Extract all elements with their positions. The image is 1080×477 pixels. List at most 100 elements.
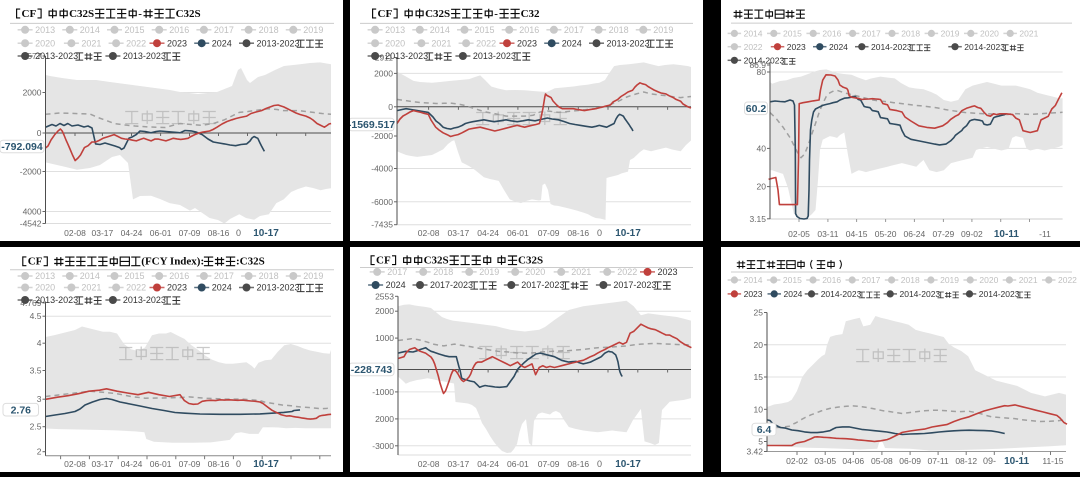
svg-text:40: 40 <box>757 143 767 153</box>
svg-text:2014-2023: 2014-2023 <box>744 56 785 66</box>
svg-text:4.5: 4.5 <box>30 311 42 321</box>
svg-text:2014-2023: 2014-2023 <box>821 289 862 299</box>
svg-text:2013: 2013 <box>35 25 55 35</box>
svg-text:-3000: -3000 <box>372 441 394 451</box>
svg-text:02-08: 02-08 <box>64 459 86 469</box>
svg-text:2017: 2017 <box>862 275 881 285</box>
svg-text:07-09: 07-09 <box>179 228 201 238</box>
svg-text:2017: 2017 <box>862 29 881 39</box>
svg-text:2024: 2024 <box>386 280 406 290</box>
svg-text:2014: 2014 <box>80 25 100 35</box>
svg-text:2017-2023: 2017-2023 <box>613 280 656 290</box>
svg-text:2017: 2017 <box>564 25 584 35</box>
svg-text:2023: 2023 <box>744 289 763 299</box>
svg-text:2019: 2019 <box>303 271 323 281</box>
svg-text:C32S: C32S <box>69 8 94 20</box>
svg-text:2017-2023: 2017-2023 <box>521 280 564 290</box>
svg-text:06-01: 06-01 <box>507 459 529 469</box>
svg-text:-7435: -7435 <box>371 220 393 230</box>
svg-text:2.5: 2.5 <box>30 422 42 432</box>
svg-text:4.769: 4.769 <box>20 298 42 308</box>
svg-text:2014: 2014 <box>80 271 100 281</box>
svg-text:6.4: 6.4 <box>757 424 772 436</box>
svg-text:2014-2023: 2014-2023 <box>871 42 912 52</box>
svg-text:2024: 2024 <box>212 38 232 48</box>
svg-text:07-09: 07-09 <box>179 459 201 469</box>
svg-text:2023: 2023 <box>167 38 187 48</box>
svg-text:5: 5 <box>758 437 763 447</box>
svg-text:06-01: 06-01 <box>150 459 172 469</box>
svg-text:-4000: -4000 <box>371 164 393 174</box>
svg-text:2018: 2018 <box>433 267 453 277</box>
svg-text:20: 20 <box>754 340 764 350</box>
svg-text:2018: 2018 <box>901 275 920 285</box>
svg-text:1000: 1000 <box>375 333 394 343</box>
svg-text:05-20: 05-20 <box>875 229 897 239</box>
svg-text:2014-2023: 2014-2023 <box>964 42 1005 52</box>
svg-text:2015: 2015 <box>475 25 495 35</box>
svg-text:10-11: 10-11 <box>1004 456 1029 467</box>
svg-text:2017: 2017 <box>214 25 234 35</box>
svg-text:2000: 2000 <box>23 88 42 98</box>
svg-text:2020: 2020 <box>35 38 55 48</box>
svg-text:-2000: -2000 <box>20 167 42 177</box>
svg-text:2022: 2022 <box>1058 275 1077 285</box>
svg-text:2000: 2000 <box>375 414 394 424</box>
svg-text:-228.743: -228.743 <box>351 364 393 376</box>
svg-text:0: 0 <box>597 228 602 238</box>
svg-text:2015: 2015 <box>125 271 145 281</box>
svg-text:3: 3 <box>37 394 42 404</box>
svg-text:2013-2023: 2013-2023 <box>257 38 300 48</box>
svg-text:07-09: 07-09 <box>538 459 560 469</box>
svg-text:2013-2023: 2013-2023 <box>35 295 78 305</box>
svg-text:2013-2023: 2013-2023 <box>607 38 650 48</box>
svg-text:2021: 2021 <box>571 267 591 277</box>
svg-text:2023: 2023 <box>517 38 537 48</box>
svg-text:2014: 2014 <box>744 275 763 285</box>
svg-text:07-11: 07-11 <box>928 456 949 466</box>
svg-text:02-02: 02-02 <box>786 456 808 466</box>
svg-text:2: 2 <box>37 447 42 457</box>
svg-text:10-17: 10-17 <box>253 459 279 470</box>
svg-text:03-05: 03-05 <box>814 456 836 466</box>
svg-text:2023: 2023 <box>167 283 187 293</box>
svg-text:2013-2023: 2013-2023 <box>35 51 78 61</box>
svg-text:10-17: 10-17 <box>253 228 279 239</box>
svg-text:2016: 2016 <box>822 29 841 39</box>
svg-text:CF: CF <box>378 8 393 20</box>
svg-text:2024: 2024 <box>784 289 803 299</box>
svg-text:2019: 2019 <box>653 25 673 35</box>
svg-text:2019: 2019 <box>479 267 499 277</box>
svg-text:2013-2023: 2013-2023 <box>123 51 166 61</box>
svg-text:2019: 2019 <box>940 275 959 285</box>
svg-text:04-15: 04-15 <box>846 229 868 239</box>
svg-text:2014: 2014 <box>744 29 763 39</box>
svg-text:2017: 2017 <box>387 267 407 277</box>
svg-text:2022: 2022 <box>617 267 637 277</box>
svg-text:2013-2023: 2013-2023 <box>257 283 300 293</box>
svg-text:80: 80 <box>757 67 767 77</box>
svg-text:2.76: 2.76 <box>11 404 32 416</box>
svg-text:86.9: 86.9 <box>749 60 766 70</box>
svg-text:09-: 09- <box>983 456 996 466</box>
svg-text:0: 0 <box>236 228 241 238</box>
svg-text:11-15: 11-15 <box>1042 456 1063 466</box>
svg-text:02-08: 02-08 <box>418 459 440 469</box>
svg-text:2017-2023: 2017-2023 <box>430 280 473 290</box>
svg-text:2022: 2022 <box>476 38 496 48</box>
svg-text:C32: C32 <box>521 8 540 20</box>
svg-text:03-17: 03-17 <box>448 459 470 469</box>
svg-text:08-16: 08-16 <box>208 228 230 238</box>
svg-text:10-11: 10-11 <box>994 229 1019 240</box>
svg-text:CF: CF <box>376 255 391 267</box>
svg-text:04-24: 04-24 <box>121 228 143 238</box>
svg-text:04-24: 04-24 <box>477 459 499 469</box>
svg-text:06-01: 06-01 <box>507 228 529 238</box>
svg-text:02-08: 02-08 <box>64 228 86 238</box>
svg-text:2014: 2014 <box>430 25 450 35</box>
svg-text:2016: 2016 <box>169 25 189 35</box>
svg-text:-: - <box>494 8 498 20</box>
svg-text:2013: 2013 <box>385 25 405 35</box>
svg-text:2014-2023: 2014-2023 <box>900 289 941 299</box>
svg-text:2018: 2018 <box>901 29 920 39</box>
